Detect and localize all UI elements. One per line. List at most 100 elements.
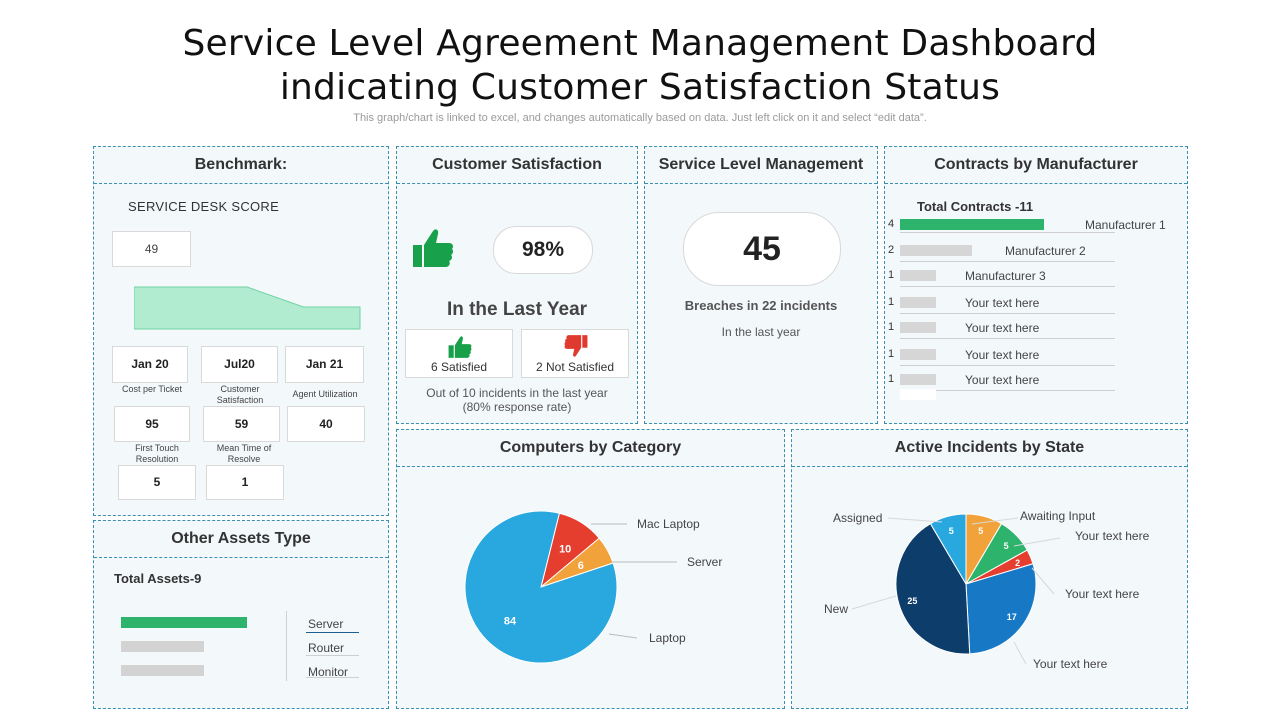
pie-leader-line (851, 595, 897, 610)
date-box-3: Jan 21 (285, 346, 364, 383)
contract-row: 1 Your text here (885, 319, 1185, 339)
page-title-line-1: Service Level Agreement Management Dashb… (182, 23, 1098, 64)
contract-count: 1 (888, 321, 895, 333)
pie-category-label: Your text here (1075, 529, 1150, 543)
metric-label-mean-time-of-resolve: Mean Time of Resolve (216, 443, 272, 464)
contract-bar (900, 270, 936, 281)
asset-underline (306, 677, 359, 678)
contract-bar (900, 219, 1044, 230)
pie-slice (929, 513, 967, 586)
pie-category-label: Awaiting Input (1020, 509, 1096, 523)
page-title: Service Level Agreement Management Dashb… (0, 22, 1280, 110)
contract-row: 1 Your text here (885, 346, 1185, 366)
page-subtitle: This graph/chart is linked to excel, and… (353, 112, 927, 124)
computers-heading: Computers by Category (397, 430, 784, 467)
not-satisfied-card: 2 Not Satisfied (521, 329, 629, 378)
assets-divider (286, 611, 287, 681)
contract-count: 4 (888, 218, 895, 230)
contract-row: 2 Manufacturer 2 (885, 242, 1185, 262)
asset-underline (306, 632, 359, 633)
pie-category-label: Your text here (1065, 587, 1140, 601)
contract-label: Your text here (965, 296, 1040, 310)
contract-label: Your text here (965, 348, 1040, 362)
contract-row: 1 Your text here (885, 371, 1185, 391)
metric-value-agent-utilization: 40 (287, 406, 365, 442)
contract-row: 1 Manufacturer 3 (885, 267, 1185, 287)
satisfaction-period: In the Last Year (446, 299, 588, 320)
computers-pie-chart: 10 6 84 Mac Laptop Server Laptop (464, 510, 722, 664)
contract-count: 1 (888, 373, 895, 385)
thumbs-down-icon (564, 335, 588, 357)
pie-leader-line (1013, 537, 1061, 547)
benchmark-heading: Benchmark: (94, 147, 388, 184)
pie-category-label: Laptop (649, 631, 686, 645)
contract-bar (900, 297, 936, 308)
customer-satisfaction-heading: Customer Satisfaction (397, 147, 637, 184)
service-level-heading: Service Level Management (645, 147, 877, 184)
asset-bar (121, 617, 247, 628)
asset-label: Router (308, 641, 345, 655)
satisfaction-percent: 98% (493, 226, 593, 274)
contract-bar (900, 374, 936, 385)
date-box-2: Jul20 (201, 346, 278, 383)
contract-label: Manufacturer 2 (1005, 244, 1086, 258)
page-title-line-2: indicating Customer Satisfaction Status (279, 67, 1001, 108)
contract-label: Your text here (965, 373, 1040, 387)
satisfied-count: 6 Satisfied (430, 360, 488, 374)
pie-category-label: New (824, 602, 848, 616)
not-satisfied-count: 2 Not Satisfied (535, 360, 615, 374)
contract-bar (900, 349, 936, 360)
metric-value-cost-per-ticket: 95 (114, 406, 190, 442)
satisfied-card: 6 Satisfied (405, 329, 513, 378)
pie-slice (965, 563, 1037, 655)
contract-row: 1 Your text here (885, 294, 1185, 314)
pie-data-label: 5 (1004, 541, 1009, 551)
pie-slice (895, 523, 971, 655)
pie-leader-line (608, 633, 638, 639)
service-level-value: 45 (683, 212, 841, 286)
pie-data-label: 6 (578, 560, 584, 572)
thumbs-up-icon (413, 229, 454, 267)
contract-blank-bar (900, 389, 936, 400)
pie-leader-line (1031, 567, 1055, 595)
incidents-heading: Active Incidents by State (792, 430, 1187, 467)
date-box-1: Jan 20 (112, 346, 188, 383)
metric-label-agent-utilization: Agent Utilization (292, 389, 358, 399)
satisfied-thumbs-up-icon (448, 336, 472, 358)
satisfaction-note-line-1: Out of 10 incidents in the last year (426, 386, 608, 400)
benchmark-panel: Benchmark: SERVICE DESK SCORE 49 Jan 20 … (93, 146, 389, 516)
pie-category-label: Your text here (1033, 657, 1108, 671)
pie-category-label: Mac Laptop (637, 517, 700, 531)
total-contracts-label: Total Contracts -11 (917, 199, 1034, 214)
pie-data-label: 2 (1015, 558, 1020, 568)
pie-slice (464, 510, 618, 664)
pie-category-label: Server (687, 555, 722, 569)
contract-row-line (900, 390, 1115, 391)
breaches-period: In the last year (721, 325, 801, 339)
contract-row-line (900, 286, 1115, 287)
contract-row-line (900, 313, 1115, 314)
pie-data-label: 25 (907, 596, 917, 606)
service-level-panel: Service Level Management 45 Breaches in … (644, 146, 878, 424)
contract-row-line (900, 232, 1115, 233)
contract-row-line (900, 365, 1115, 366)
other-assets-heading: Other Assets Type (94, 521, 388, 558)
metric-value-mean-time-of-resolve: 1 (206, 465, 284, 500)
asset-label: Server (308, 617, 344, 631)
contract-label: Manufacturer 3 (965, 269, 1046, 283)
contract-label: Your text here (965, 321, 1040, 335)
contract-label: Manufacturer 1 (1085, 218, 1166, 232)
metric-label-customer-satisfaction: Customer Satisfaction (216, 384, 264, 405)
contracts-heading: Contracts by Manufacturer (885, 147, 1187, 184)
contract-bar (900, 245, 972, 256)
contract-row-line (900, 261, 1115, 262)
pie-data-label: 5 (949, 526, 954, 536)
total-assets-label: Total Assets-9 (114, 571, 202, 586)
computers-panel: Computers by Category 10 6 84 Mac Laptop Ser… (396, 429, 785, 709)
pie-category-label: Assigned (833, 511, 882, 525)
benchmark-area (134, 286, 361, 330)
other-assets-panel: Other Assets Type Total Assets-9 Server R… (93, 520, 389, 709)
asset-bar (121, 641, 204, 652)
pie-data-label: 17 (1007, 612, 1017, 622)
